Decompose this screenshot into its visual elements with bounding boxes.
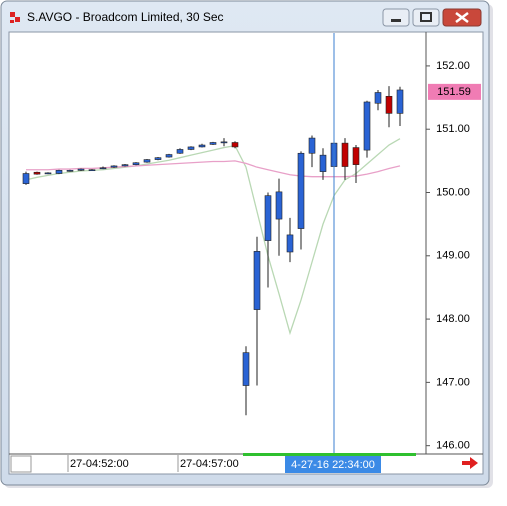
crosshair-label-box [285, 456, 381, 473]
y-tick-label: 150.00 [436, 186, 470, 198]
candle-body [253, 251, 261, 310]
candle-body [396, 89, 404, 114]
candle-body [165, 154, 173, 158]
candle-body [297, 152, 305, 229]
candle-body [385, 95, 393, 114]
candle-body [242, 352, 250, 386]
candle-body [341, 142, 349, 167]
y-tick-label: 151.00 [436, 123, 470, 135]
candle-body [198, 144, 206, 148]
candle-body [22, 173, 30, 184]
y-tick-label: 146.00 [436, 440, 470, 452]
x-tick-label: 27-04:57:00 [180, 458, 239, 470]
candle-body [187, 146, 195, 150]
minimize-button[interactable] [382, 8, 410, 27]
close-button[interactable] [442, 8, 482, 27]
y-tick-label: 152.00 [436, 60, 470, 72]
candle-body [33, 171, 41, 175]
candle-body [319, 154, 327, 172]
candle-body [363, 101, 371, 151]
app-icon [10, 12, 20, 23]
candle-body [176, 149, 184, 154]
y-tick-label: 147.00 [436, 376, 470, 388]
y-tick-label: 148.00 [436, 313, 470, 325]
candle-body [121, 164, 129, 167]
last-price-label: 151.59 [437, 86, 471, 98]
scroll-indicator[interactable] [243, 453, 416, 456]
candle-body [286, 234, 294, 253]
scroll-right-arrow[interactable] [462, 457, 478, 469]
moving-average-line [25, 138, 401, 336]
candle-body [352, 147, 360, 165]
moving-average-line [26, 160, 401, 178]
candle-body [88, 169, 96, 172]
candle-body [308, 137, 316, 154]
crosshair-label: 4-27-16 22:34:00 [291, 459, 375, 471]
candle-body [110, 165, 118, 168]
candle-body [220, 141, 228, 144]
candle-body [209, 142, 217, 145]
candle-body [264, 195, 272, 241]
last-price-box [428, 83, 481, 100]
y-tick-label: 149.00 [436, 250, 470, 262]
candle-body [66, 170, 74, 172]
corner-box [10, 455, 32, 473]
candle-body [44, 172, 52, 175]
candle-body [275, 191, 283, 220]
x-tick-label: 27-04:52:00 [70, 458, 129, 470]
candle-body [132, 162, 140, 165]
candle-body [99, 167, 107, 170]
candle-body [55, 170, 63, 174]
window-title: S.AVGO - Broadcom Limited, 30 Sec [27, 10, 224, 24]
candle-body [143, 159, 151, 163]
candle-body [77, 168, 85, 171]
maximize-button[interactable] [412, 8, 440, 27]
candle-body [231, 142, 239, 148]
candle-body [154, 157, 162, 160]
candle-body [374, 92, 382, 104]
